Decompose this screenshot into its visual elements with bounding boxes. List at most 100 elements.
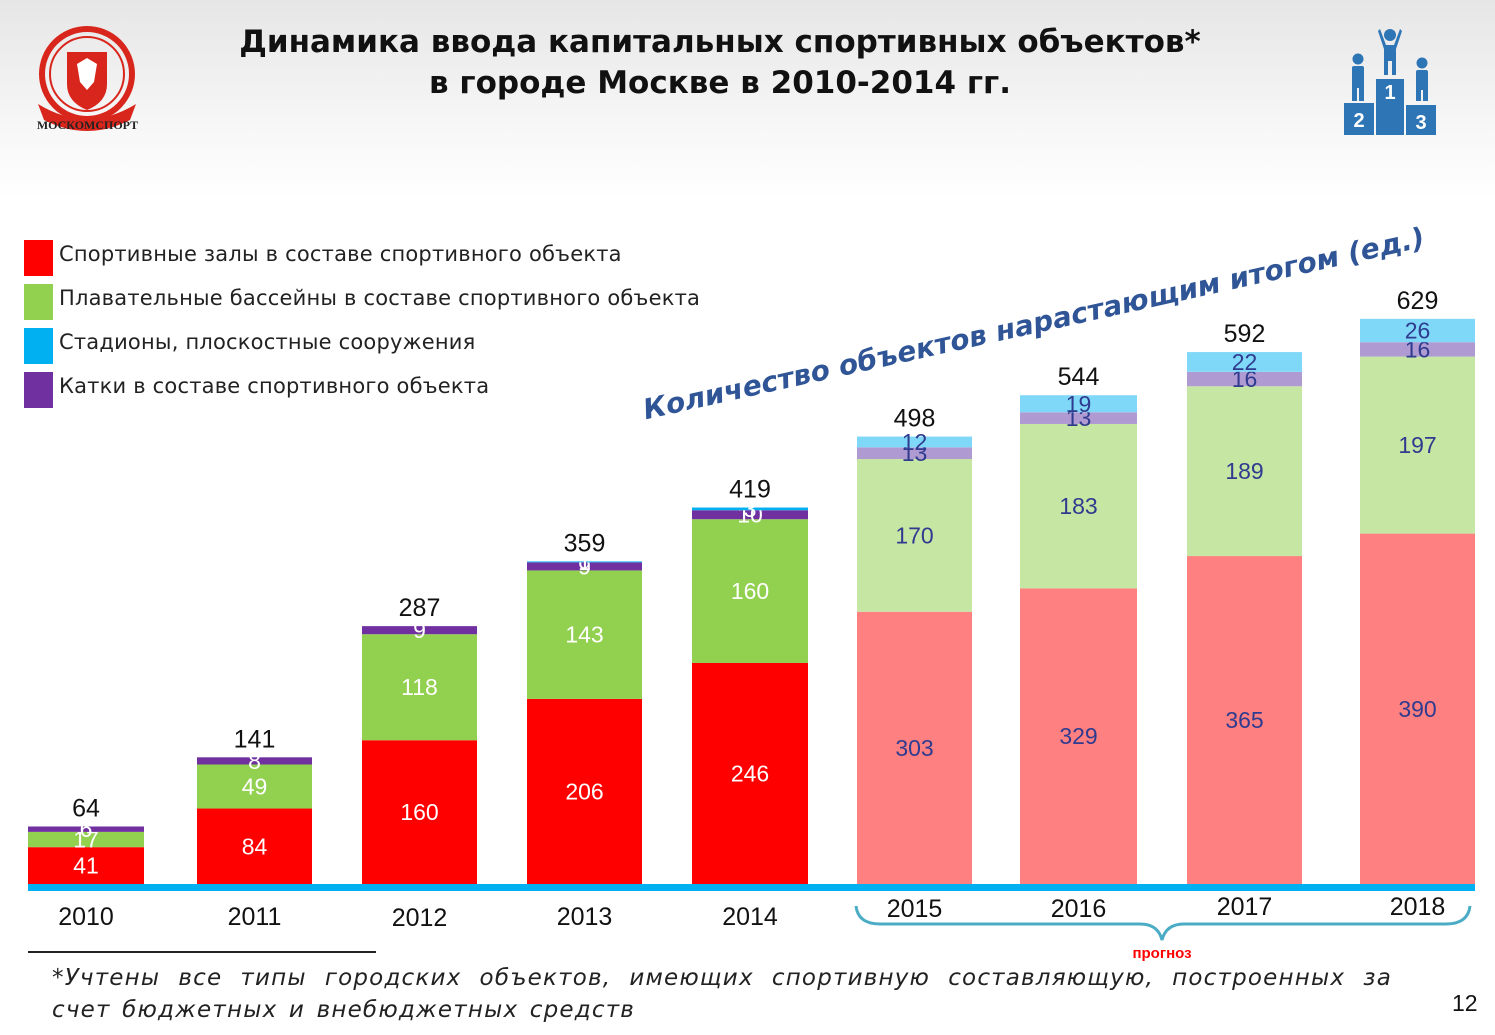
legend-swatch-stadiums bbox=[24, 328, 53, 364]
total-label-2012: 287 bbox=[399, 594, 441, 622]
title-line-1: Динамика ввода капитальных спортивных об… bbox=[239, 24, 1201, 60]
value-label-pools-2014: 160 bbox=[731, 578, 769, 604]
bar-pools-2010 bbox=[28, 831, 144, 848]
bar-stadiums-2016 bbox=[1020, 395, 1137, 413]
podium-place-1: 1 bbox=[1384, 82, 1395, 104]
bar-rinks-2014 bbox=[692, 510, 808, 520]
total-label-2014: 419 bbox=[729, 476, 771, 504]
total-label-2016: 544 bbox=[1058, 363, 1100, 391]
bar-pools-2016 bbox=[1020, 423, 1137, 589]
value-label-pools-2017: 189 bbox=[1225, 458, 1263, 484]
value-label-halls-2012: 160 bbox=[400, 799, 438, 825]
bar-halls-2013 bbox=[527, 698, 642, 884]
legend-swatch-halls bbox=[24, 240, 53, 276]
bar-rinks-2016 bbox=[1020, 412, 1137, 424]
total-label-2011: 141 bbox=[234, 725, 276, 753]
bar-rinks-2010 bbox=[28, 826, 144, 832]
value-label-halls-2010: 41 bbox=[73, 853, 99, 879]
legend-swatch-pools bbox=[24, 284, 53, 320]
x-tick-label-2014: 2014 bbox=[722, 903, 778, 931]
bar-pools-2011 bbox=[197, 764, 312, 809]
legend-label-rinks: Катки в составе спортивного объекта bbox=[59, 374, 490, 398]
bar-pools-2012 bbox=[362, 634, 477, 741]
bar-pools-2014 bbox=[692, 519, 808, 663]
x-tick-label-2018: 2018 bbox=[1390, 893, 1446, 921]
moskomsport-logo-icon bbox=[38, 26, 136, 131]
x-axis-line bbox=[28, 884, 1475, 891]
x-tick-label-2015: 2015 bbox=[887, 895, 943, 923]
forecast-brace bbox=[854, 905, 1472, 941]
value-label-rinks-2011: 8 bbox=[248, 748, 261, 774]
bar-stadiums-2013 bbox=[527, 561, 642, 563]
bar-halls-2010 bbox=[28, 847, 144, 884]
x-tick-label-2012: 2012 bbox=[392, 904, 448, 932]
total-label-2010: 64 bbox=[72, 794, 100, 822]
bar-halls-2016 bbox=[1020, 588, 1137, 884]
bar-pools-2018 bbox=[1360, 356, 1475, 534]
bar-stadiums-2017 bbox=[1187, 352, 1302, 372]
title-line-2: в городе Москве в 2010-2014 гг. bbox=[428, 65, 1012, 101]
bar-rinks-2012 bbox=[362, 626, 477, 635]
podium-icon: 1 2 3 bbox=[1344, 29, 1436, 135]
value-label-pools-2018: 197 bbox=[1398, 432, 1436, 458]
total-label-2018: 629 bbox=[1397, 287, 1439, 315]
legend-swatch-rinks bbox=[24, 372, 53, 408]
bar-pools-2013 bbox=[527, 570, 642, 699]
bar-pools-2015 bbox=[857, 459, 972, 612]
value-label-pools-2015: 170 bbox=[895, 522, 933, 548]
podium-place-3: 3 bbox=[1415, 112, 1426, 134]
value-label-stadiums-2018: 26 bbox=[1405, 318, 1431, 344]
bar-rinks-2017 bbox=[1187, 371, 1302, 387]
bar-rinks-2011 bbox=[197, 757, 312, 765]
value-label-rinks-2014: 10 bbox=[737, 502, 763, 528]
x-tick-label-2017: 2017 bbox=[1217, 893, 1273, 921]
value-label-pools-2016: 183 bbox=[1059, 493, 1097, 519]
footnote: *Учтены все типы городских объектов, име… bbox=[52, 965, 1392, 1023]
podium-place-2: 2 bbox=[1353, 110, 1364, 132]
value-label-pools-2012: 118 bbox=[401, 674, 438, 700]
page-number: 12 bbox=[1452, 990, 1478, 1016]
value-label-stadiums-2016: 19 bbox=[1066, 391, 1092, 417]
value-label-halls-2011: 84 bbox=[242, 833, 268, 859]
value-label-stadiums-2015: 12 bbox=[902, 429, 928, 455]
value-label-rinks-2013: 9 bbox=[578, 553, 591, 579]
value-label-pools-2013: 143 bbox=[565, 622, 603, 648]
value-label-halls-2013: 206 bbox=[565, 778, 603, 804]
bar-stadiums-2014 bbox=[692, 507, 808, 511]
value-label-halls-2014: 246 bbox=[731, 760, 769, 786]
bar-rinks-2018 bbox=[1360, 342, 1475, 357]
footnote-divider bbox=[28, 951, 376, 953]
x-tick-label-2016: 2016 bbox=[1051, 895, 1107, 923]
bar-halls-2015 bbox=[857, 611, 972, 884]
bar-halls-2014 bbox=[692, 662, 808, 884]
legend-label-stadiums: Стадионы, плоскостные сооружения bbox=[59, 330, 476, 354]
total-label-2013: 359 bbox=[564, 529, 606, 557]
bar-halls-2011 bbox=[197, 808, 312, 884]
bar-stadiums-2018 bbox=[1360, 318, 1475, 343]
legend-label-halls: Спортивные залы в составе спортивного об… bbox=[59, 242, 622, 266]
legend-label-pools: Плавательные бассейны в составе спортивн… bbox=[59, 286, 701, 310]
x-tick-label-2011: 2011 bbox=[228, 903, 282, 931]
bar-halls-2017 bbox=[1187, 556, 1302, 884]
value-label-halls-2015: 303 bbox=[895, 735, 933, 761]
value-label-stadiums-2014: 3 bbox=[744, 496, 757, 522]
bar-pools-2017 bbox=[1187, 386, 1302, 557]
bar-rinks-2015 bbox=[857, 447, 972, 460]
x-tick-label-2013: 2013 bbox=[557, 903, 613, 931]
x-tick-label-2010: 2010 bbox=[58, 903, 114, 931]
total-label-2015: 498 bbox=[894, 405, 936, 433]
value-label-halls-2018: 390 bbox=[1398, 696, 1436, 722]
logo-caption: МОСКОМСПОРТ bbox=[36, 118, 139, 132]
value-label-halls-2017: 365 bbox=[1225, 707, 1263, 733]
value-label-halls-2016: 329 bbox=[1059, 723, 1097, 749]
bar-stadiums-2015 bbox=[857, 436, 972, 448]
value-label-stadiums-2013: 1 bbox=[578, 549, 591, 575]
bar-halls-2012 bbox=[362, 740, 477, 884]
